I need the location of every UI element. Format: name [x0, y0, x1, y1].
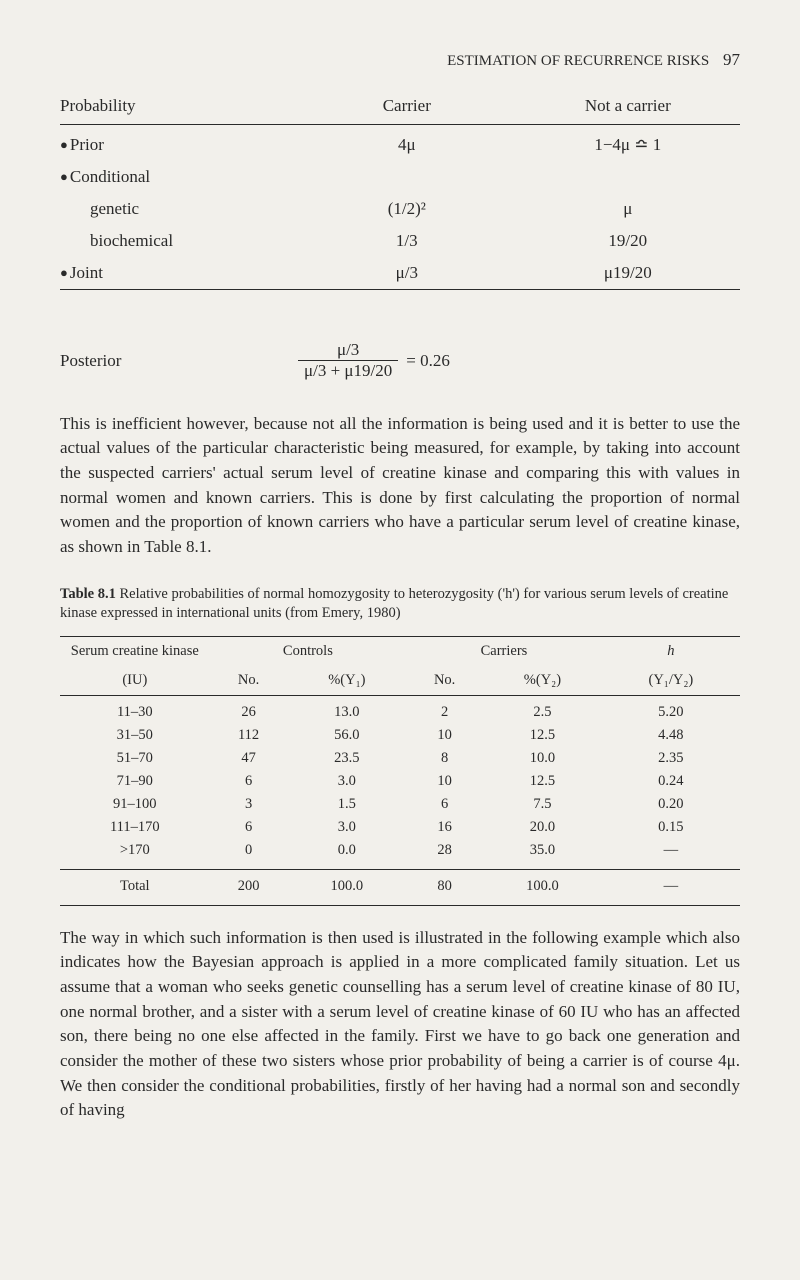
dt-cell: >170 — [60, 839, 210, 870]
dt-cell: 20.0 — [483, 816, 602, 839]
prob-header-0: Probability — [60, 90, 298, 125]
dt-cell: 5.20 — [602, 695, 740, 724]
dt-total-3: 80 — [406, 869, 483, 905]
prob-row-notcarrier: 19/20 — [516, 225, 740, 257]
paragraph-2: The way in which such information is the… — [60, 926, 740, 1123]
prob-row-label: Joint — [60, 257, 298, 290]
dt-h2-0: (IU) — [60, 666, 210, 696]
dt-h2-5: (Y₁/Y₂) — [602, 666, 740, 696]
posterior-formula: Posterior μ/3 μ/3 + μ19/20 = 0.26 — [60, 340, 740, 382]
dt-cell: 0.24 — [602, 770, 740, 793]
dt-cell: 51–70 — [60, 747, 210, 770]
dt-cell: 71–90 — [60, 770, 210, 793]
dt-cell: 47 — [210, 747, 288, 770]
dt-total-1: 200 — [210, 869, 288, 905]
dt-cell: 8 — [406, 747, 483, 770]
dt-h1-0: Serum creatine kinase — [60, 636, 210, 666]
dt-cell: 91–100 — [60, 793, 210, 816]
dt-cell: 2 — [406, 695, 483, 724]
dt-cell: 0.20 — [602, 793, 740, 816]
prob-row-carrier: (1/2)² — [298, 193, 516, 225]
dt-cell: 0.15 — [602, 816, 740, 839]
dt-cell: 111–170 — [60, 816, 210, 839]
prob-row-notcarrier: μ19/20 — [516, 257, 740, 290]
dt-cell: 26 — [210, 695, 288, 724]
dt-cell: 3.0 — [288, 816, 407, 839]
dt-h1-2: Carriers — [406, 636, 602, 666]
table-caption: Table 8.1 Relative probabilities of norm… — [60, 585, 740, 624]
prob-row-label: Prior — [60, 125, 298, 162]
dt-cell: 35.0 — [483, 839, 602, 870]
dt-cell: 56.0 — [288, 724, 407, 747]
dt-h1-3: h — [602, 636, 740, 666]
dt-cell: 13.0 — [288, 695, 407, 724]
dt-cell: 3.0 — [288, 770, 407, 793]
dt-h2-3: No. — [406, 666, 483, 696]
prob-row-notcarrier: 1−4μ ≏ 1 — [516, 125, 740, 162]
dt-cell: 7.5 — [483, 793, 602, 816]
prob-row-notcarrier: μ — [516, 193, 740, 225]
dt-cell: 4.48 — [602, 724, 740, 747]
dt-h2-1: No. — [210, 666, 288, 696]
posterior-numerator: μ/3 — [298, 340, 398, 361]
caption-text: Relative probabilities of normal homozyg… — [60, 586, 728, 622]
dt-cell: 2.35 — [602, 747, 740, 770]
prob-row-label: Conditional — [60, 161, 298, 193]
dt-total-4: 100.0 — [483, 869, 602, 905]
dt-cell: 10 — [406, 770, 483, 793]
data-table: Serum creatine kinase Controls Carriers … — [60, 636, 740, 906]
header-title: ESTIMATION OF RECURRENCE RISKS — [447, 53, 709, 69]
caption-bold: Table 8.1 — [60, 586, 116, 602]
dt-total-5: — — [602, 869, 740, 905]
prob-row-notcarrier — [516, 161, 740, 193]
dt-cell: 0.0 — [288, 839, 407, 870]
dt-cell: 6 — [210, 816, 288, 839]
dt-cell: 6 — [210, 770, 288, 793]
dt-cell: 11–30 — [60, 695, 210, 724]
page-number: 97 — [723, 50, 740, 69]
dt-cell: 12.5 — [483, 724, 602, 747]
dt-cell: 1.5 — [288, 793, 407, 816]
dt-cell: 2.5 — [483, 695, 602, 724]
posterior-label: Posterior — [60, 351, 298, 371]
dt-cell: 12.5 — [483, 770, 602, 793]
prob-header-1: Carrier — [298, 90, 516, 125]
posterior-equals: = 0.26 — [406, 351, 450, 371]
dt-cell: 10.0 — [483, 747, 602, 770]
dt-cell: 28 — [406, 839, 483, 870]
dt-cell: 6 — [406, 793, 483, 816]
prob-row-label: genetic — [60, 193, 298, 225]
dt-h2-2: %(Y₁) — [288, 666, 407, 696]
dt-cell: 0 — [210, 839, 288, 870]
prob-row-carrier: 4μ — [298, 125, 516, 162]
prob-header-2: Not a carrier — [516, 90, 740, 125]
posterior-denominator: μ/3 + μ19/20 — [298, 361, 398, 381]
dt-cell: 112 — [210, 724, 288, 747]
dt-total-2: 100.0 — [288, 869, 407, 905]
dt-cell: 31–50 — [60, 724, 210, 747]
prob-row-carrier: μ/3 — [298, 257, 516, 290]
dt-h2-4: %(Y₂) — [483, 666, 602, 696]
dt-cell: — — [602, 839, 740, 870]
page-header: ESTIMATION OF RECURRENCE RISKS 97 — [60, 50, 740, 70]
prob-row-carrier — [298, 161, 516, 193]
dt-cell: 16 — [406, 816, 483, 839]
dt-cell: 3 — [210, 793, 288, 816]
probability-table: Probability Carrier Not a carrier Prior4… — [60, 90, 740, 290]
dt-h1-1: Controls — [210, 636, 407, 666]
dt-total-0: Total — [60, 869, 210, 905]
prob-row-label: biochemical — [60, 225, 298, 257]
paragraph-1: This is inefficient however, because not… — [60, 412, 740, 560]
dt-cell: 10 — [406, 724, 483, 747]
prob-row-carrier: 1/3 — [298, 225, 516, 257]
dt-cell: 23.5 — [288, 747, 407, 770]
